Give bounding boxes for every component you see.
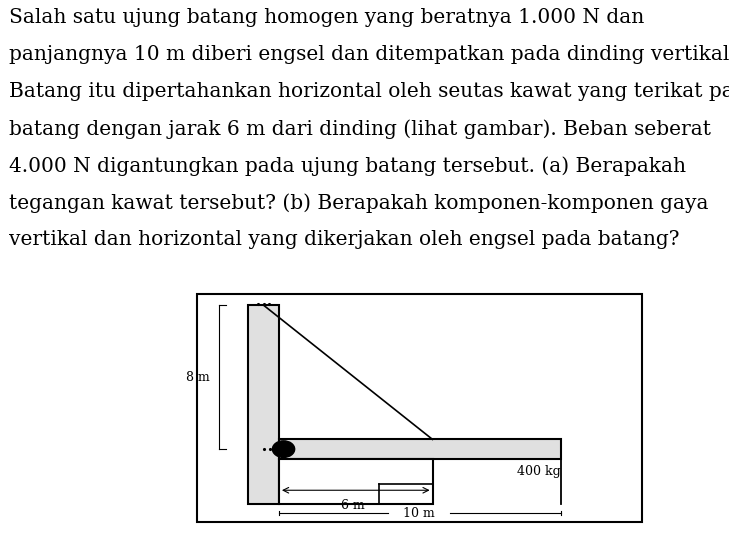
Text: panjangnya 10 m diberi engsel dan ditempatkan pada dinding vertikal.: panjangnya 10 m diberi engsel dan ditemp…: [9, 45, 729, 64]
Text: 4.000 N digantungkan pada ujung batang tersebut. (a) Berapakah: 4.000 N digantungkan pada ujung batang t…: [9, 156, 686, 176]
Text: 8 m: 8 m: [187, 370, 210, 384]
Text: vertikal dan horizontal yang dikerjakan oleh engsel pada batang?: vertikal dan horizontal yang dikerjakan …: [9, 230, 679, 249]
Text: 10 m: 10 m: [403, 506, 435, 520]
Text: Salah satu ujung batang homogen yang beratnya 1.000 N dan: Salah satu ujung batang homogen yang ber…: [9, 8, 644, 27]
Text: Batang itu dipertahankan horizontal oleh seutas kawat yang terikat pada: Batang itu dipertahankan horizontal oleh…: [9, 82, 729, 101]
Text: 6 m: 6 m: [340, 499, 364, 512]
Circle shape: [273, 441, 295, 458]
Bar: [197, 294, 642, 522]
Text: 400 kg: 400 kg: [517, 466, 561, 479]
Bar: [248, 305, 279, 504]
Bar: [279, 459, 432, 504]
Text: batang dengan jarak 6 m dari dinding (lihat gambar). Beban seberat: batang dengan jarak 6 m dari dinding (li…: [9, 119, 711, 139]
Text: tegangan kawat tersebut? (b) Berapakah komponen-komponen gaya: tegangan kawat tersebut? (b) Berapakah k…: [9, 193, 709, 213]
Bar: [279, 440, 561, 459]
